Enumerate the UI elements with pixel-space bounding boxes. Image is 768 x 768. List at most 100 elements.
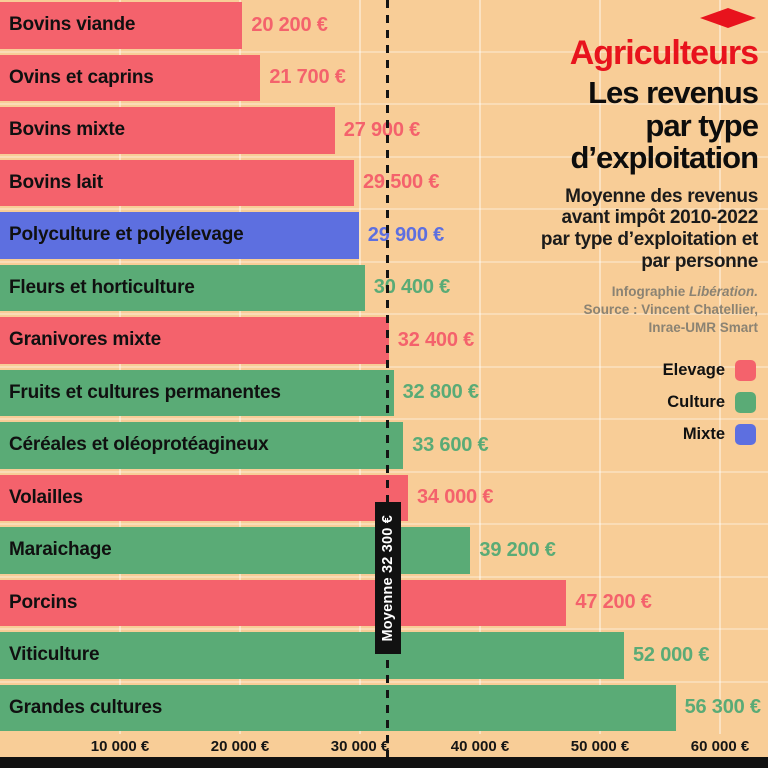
bar: Bovins viande [0,2,243,49]
bar-category-label: Granivores mixte [9,329,162,351]
legend-swatch-mixte [735,424,756,445]
row-separator [0,365,768,368]
row-separator [0,50,768,53]
bar: Ovins et caprins [0,54,261,101]
legend-item-culture: Culture [667,392,756,413]
bar: Fleurs et horticulture [0,264,365,311]
gridline [359,0,361,734]
bar-value-label: 56 300 € [684,696,761,719]
page-title: Les revenus par type d’exploitation [458,75,760,175]
credits: Infographie Libération. Source : Vincent… [458,283,758,338]
bar: Granivores mixte [0,317,389,364]
kicker: Agriculteurs [569,34,759,72]
bar-category-label: Polyculture et polyélevage [9,224,244,246]
bar-row: Viticulture 52 000 € [0,632,768,679]
bar-category-label: Grandes cultures [9,696,163,718]
legend-swatch-culture [735,392,756,413]
bar-row: Porcins 47 200 € [0,579,768,626]
row-separator [0,155,768,158]
average-line [386,0,390,757]
bar: Grandes cultures [0,684,676,731]
bar-row: Céréales et oléoprotéagineux 33 600 € [0,422,768,469]
bar-category-label: Céréales et oléoprotéagineux [9,434,269,456]
bar-row: Granivores mixte 32 400 € [0,317,768,364]
legend-label: Elevage [662,361,725,379]
x-tick-label: 20 000 € [210,738,270,755]
bar-value-label: 27 900 € [343,118,421,141]
subtitle-line: Moyenne des revenus [565,185,758,207]
subtitle: Moyenne des revenus avant impôt 2010-202… [458,186,758,273]
bar-value-label: 32 800 € [402,381,479,404]
gridline [479,0,481,734]
legend-item-elevage: Elevage [663,360,756,381]
subtitle-line: par personne [641,251,758,273]
subtitle-line: par type d’exploitation et [540,229,758,251]
bar-category-label: Volailles [9,486,83,508]
x-tick-label: 30 000 € [330,738,390,755]
credit-name: Libération. [688,284,758,300]
bar-row: Fruits et cultures permanentes 32 800 € [0,369,768,416]
bar-row: Grandes cultures 56 300 € [0,684,768,731]
bar-value-label: 29 500 € [363,171,440,194]
bar-value-label: 30 400 € [373,276,451,299]
x-tick-label: 10 000 € [90,738,150,755]
row-separator [0,470,768,473]
bar: Céréales et oléoprotéagineux [0,422,404,469]
bar-category-label: Fruits et cultures permanentes [9,381,281,403]
bar-row: Bovins lait 29 500 € [0,159,768,206]
x-tick-label: 60 000 € [690,738,750,755]
gridline [239,0,241,734]
legend-label: Culture [667,393,725,411]
bar: Volailles [0,474,408,521]
bar-value-label: 52 000 € [633,643,710,666]
bar-category-label: Ovins et caprins [9,66,154,88]
legend-swatch-elevage [735,360,756,381]
x-axis: 10 000 € 20 000 € 30 000 € 40 000 € 50 000 €… [0,734,768,758]
bar-row: Bovins mixte 27 900 € [0,107,768,154]
gridline [119,0,121,734]
title-line: Les revenus [588,75,759,110]
bar: Viticulture [0,632,624,679]
credit-prefix: Infographie [611,284,689,300]
bar-value-label: 39 200 € [479,538,556,561]
average-label: Moyenne 32 300 € [374,502,401,654]
title-line: par type [645,107,759,143]
bar-category-label: Porcins [9,591,78,613]
bar-category-label: Viticulture [9,644,100,666]
bar-row: Ovins et caprins 21 700 € [0,54,768,101]
legend-item-mixte: Mixte [683,424,756,445]
row-separator [0,103,768,105]
bar: Fruits et cultures permanentes [0,369,394,416]
x-tick-label: 50 000 € [570,738,630,755]
bar-value-label: 33 600 € [412,433,489,456]
legend: Elevage Culture Mixte [663,360,756,445]
row-separator [0,418,768,420]
bar: Bovins mixte [0,107,335,154]
legend-label: Mixte [682,425,725,443]
bar-value-label: 47 200 € [575,591,652,614]
row-separator [0,260,768,263]
bar-value-label: 20 200 € [251,13,328,36]
average-label-text: Moyenne 32 300 € [379,514,396,642]
bar: Polyculture et polyélevage [0,212,359,259]
bar-value-label: 32 400 € [397,328,475,351]
gridline [719,0,721,734]
bar-row: Bovins viande 20 200 € [0,2,768,49]
x-tick-label: 40 000 € [450,738,510,755]
credit-infographie: Infographie Libération. [458,283,758,301]
axis-baseline [0,757,768,768]
liberation-logo-icon [458,8,756,28]
row-separator [0,208,768,210]
bar-value-label: 29 900 € [367,223,445,246]
bar: Bovins lait [0,159,354,206]
header-block: Agriculteurs Les revenus par type d’expl… [458,6,760,338]
row-separator [0,313,768,315]
bar: Porcins [0,579,567,626]
bar-row: Volailles 34 000 € [0,474,768,521]
bar-category-label: Fleurs et horticulture [9,276,195,298]
gridline [599,0,601,734]
bar-category-label: Bovins viande [9,14,136,36]
bar-category-label: Bovins mixte [9,119,125,141]
